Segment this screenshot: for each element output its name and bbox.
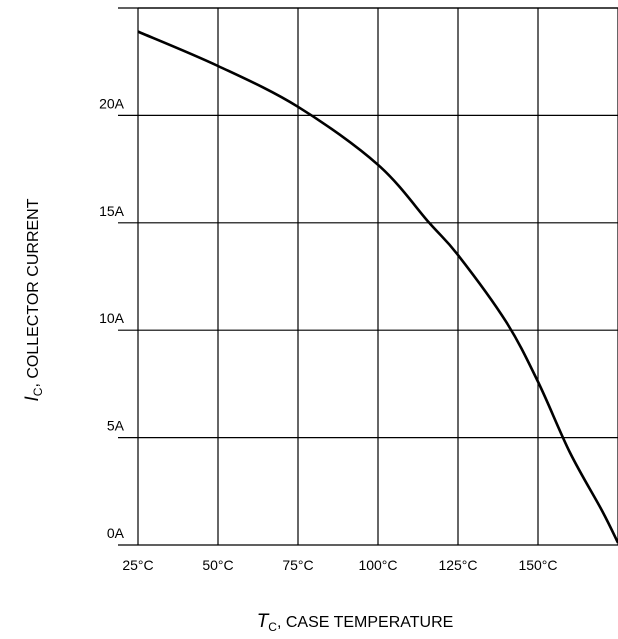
x-tick-label: 100°C (358, 557, 397, 573)
tick-labels: 25°C 50°C 75°C 100°C 125°C 150°C 0A 5A 10A 15A 20A (99, 95, 557, 573)
x-axis-symbol: T (257, 611, 270, 632)
y-axis-symbol: I (22, 396, 43, 402)
x-tick-label: 125°C (438, 557, 477, 573)
x-tick-label: 150°C (518, 557, 557, 573)
x-tick-label: 50°C (202, 557, 233, 573)
x-tick-label: 25°C (122, 557, 153, 573)
x-axis-text: , CASE TEMPERATURE (277, 614, 453, 631)
y-tick-label: 15A (99, 203, 125, 219)
grid (118, 7, 618, 546)
y-tick-label: 20A (99, 95, 125, 111)
curve-layer (137, 30, 618, 544)
x-tick-label: 75°C (282, 557, 313, 573)
y-tick-label: 10A (99, 310, 125, 326)
current-derating-curve (137, 30, 618, 544)
x-axis-label: TC, CASE TEMPERATURE (257, 611, 454, 634)
y-axis-label: IC, COLLECTOR CURRENT (22, 198, 45, 401)
y-axis-subscript: C (31, 387, 45, 396)
y-axis-text: , COLLECTOR CURRENT (25, 198, 42, 387)
y-tick-label: 0A (107, 525, 125, 541)
y-tick-label: 5A (107, 418, 125, 434)
x-axis-subscript: C (268, 620, 277, 634)
